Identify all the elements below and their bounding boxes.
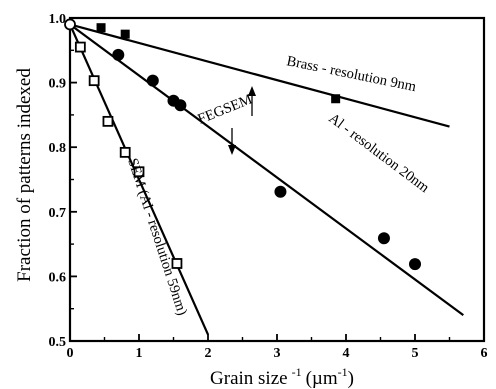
x-axis-title-unit-sup: -1 (338, 365, 348, 379)
y-axis-title: Fraction of patterns indexed (14, 68, 35, 282)
fegsem-arrows (228, 86, 256, 155)
point-series-2 (88, 75, 100, 87)
x-tick-label: 2 (205, 346, 212, 361)
y-tick-label: 0.6 (49, 270, 67, 285)
x-tick-label: 1 (136, 346, 143, 361)
point-series-2 (133, 166, 145, 178)
point-series-1 (377, 232, 390, 245)
y-tick-label: 1.0 (49, 12, 67, 27)
x-tick-label: 0 (67, 346, 74, 361)
x-tick-label: 6 (481, 346, 488, 361)
x-axis-title-close: ) (348, 368, 354, 389)
y-tick-label: 0.5 (49, 335, 67, 350)
origin-point (64, 18, 76, 31)
fit-line-0 (69, 23, 450, 128)
axis-ticks: 0 1 2 3 4 5 6 0.5 0.6 0.7 0.8 0.9 1.0 (49, 12, 488, 361)
point-series-0 (331, 94, 341, 104)
point-series-2 (74, 41, 86, 53)
x-axis-title-main: Grain size (210, 368, 288, 389)
annotation-al: Al - resolution 20nm (326, 110, 433, 196)
point-series-2 (119, 146, 131, 158)
point-series-0 (96, 23, 106, 33)
point-series-0 (120, 29, 130, 39)
fit-line-1 (69, 23, 464, 317)
y-tick-label: 0.7 (49, 206, 67, 221)
arrow-up-head (248, 86, 256, 96)
x-axis-title-unit: (µm (306, 368, 338, 389)
arrow-down-head (228, 145, 236, 155)
point-series-1 (409, 258, 421, 271)
point-series-1 (174, 99, 187, 112)
x-tick-label: 3 (274, 346, 281, 361)
x-axis-title: Grain size -1 (µm-1) (210, 365, 354, 389)
point-series-2 (171, 258, 183, 269)
y-tick-label: 0.8 (49, 141, 67, 156)
x-tick-label: 5 (412, 346, 419, 361)
x-tick-label: 4 (343, 346, 350, 361)
y-tick-label: 0.9 (49, 77, 67, 92)
point-series-2 (102, 115, 114, 127)
point-series-1 (112, 48, 125, 61)
data-points (64, 18, 421, 271)
x-axis-title-sup: -1 (292, 365, 302, 379)
point-series-1 (146, 74, 159, 87)
annotation-fegsem: FEGSEM (196, 91, 255, 127)
point-series-1 (274, 185, 287, 198)
annotation-sem: SEM (Al - resolution 59nm) (124, 156, 190, 317)
annotation-brass: Brass - resolution 9nm (285, 53, 418, 95)
